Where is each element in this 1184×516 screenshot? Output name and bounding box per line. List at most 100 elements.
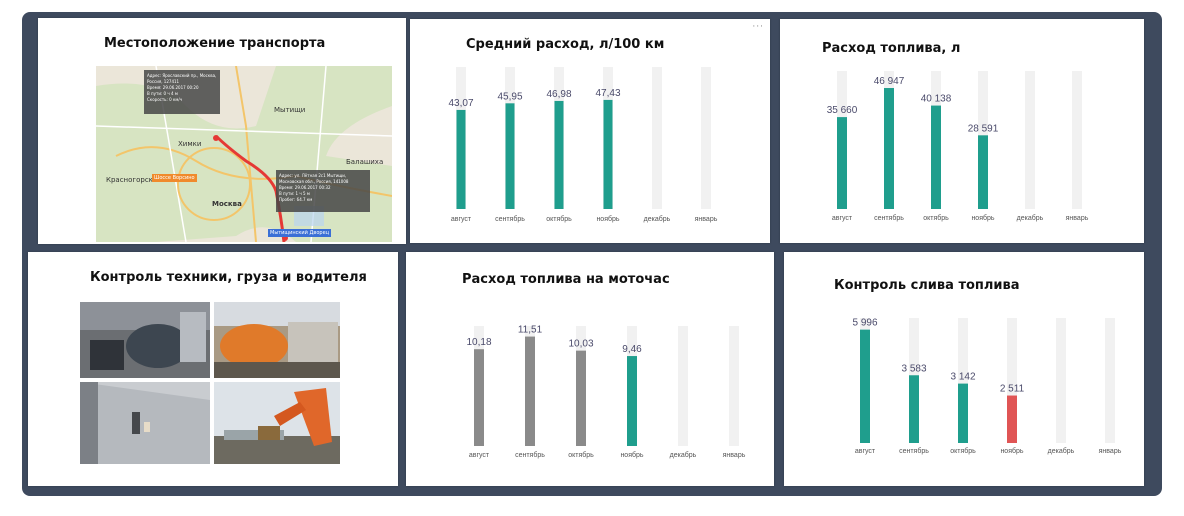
tick-label: сентябрь bbox=[515, 451, 545, 459]
tick-label: сентябрь bbox=[874, 214, 904, 222]
tick-label: ноябрь bbox=[596, 215, 619, 223]
data-label: 35 660 bbox=[827, 105, 858, 116]
tick-label: октябрь bbox=[950, 447, 976, 455]
bar bbox=[931, 105, 941, 209]
tick-label: октябрь bbox=[546, 215, 572, 223]
tick-label: декабрь bbox=[670, 451, 697, 459]
chart-fuel-consumption: 35 660 август 46 947 сентябрь 40 138 октябрь 2… bbox=[827, 71, 1089, 222]
city-label: Балашиха bbox=[346, 158, 384, 166]
data-label: 10,03 bbox=[568, 339, 593, 350]
panel-avg-consumption: Средний расход, л/100 км ··· 43,07 август… bbox=[410, 19, 770, 243]
panel-title: Расход топлива, л bbox=[822, 41, 961, 56]
panel-title: Местоположение транспорта bbox=[104, 36, 326, 51]
bar bbox=[860, 329, 870, 443]
data-label: 46 947 bbox=[874, 76, 905, 87]
data-label: 3 583 bbox=[901, 363, 926, 374]
panel-title: Контроль слива топлива bbox=[834, 278, 1020, 293]
city-label: Мытищи bbox=[274, 106, 306, 114]
data-label: 2 511 bbox=[1000, 384, 1025, 395]
bar bbox=[603, 99, 613, 209]
data-label: 9,46 bbox=[622, 344, 642, 355]
chart-drain: 5 996 август 3 583 сентябрь 3 142 октябрь 2 51… bbox=[852, 318, 1122, 455]
photo-truck[interactable] bbox=[214, 302, 340, 378]
bar-track bbox=[1072, 71, 1082, 209]
bar bbox=[576, 350, 586, 446]
bar bbox=[627, 356, 637, 446]
data-label: 28 591 bbox=[968, 123, 999, 134]
bar bbox=[1007, 395, 1017, 443]
route-line bbox=[214, 134, 286, 242]
bar-track bbox=[701, 67, 711, 209]
data-label: 43,07 bbox=[448, 98, 473, 109]
data-label: 11,51 bbox=[518, 325, 543, 336]
marker-label: Шоссе Ворсино bbox=[152, 174, 197, 182]
bar-track bbox=[1007, 318, 1017, 443]
panel-location: Местоположение транспорта Адрес: Ярослав… bbox=[38, 18, 406, 244]
bar bbox=[958, 383, 968, 443]
tick-label: октябрь bbox=[568, 451, 594, 459]
bar-track bbox=[652, 67, 662, 209]
photo-cargo[interactable] bbox=[80, 382, 210, 464]
bar bbox=[884, 88, 894, 209]
data-label: 5 996 bbox=[852, 318, 877, 329]
bar bbox=[474, 349, 484, 446]
tick-label: октябрь bbox=[923, 214, 949, 222]
tick-label: январь bbox=[723, 452, 746, 459]
panel-drain: Контроль слива топлива 5 996 август 3 583 с… bbox=[784, 252, 1144, 486]
map-tooltip-top: Адрес: Ярославский пр., Москва, Россия, 1… bbox=[144, 70, 220, 114]
bar bbox=[909, 375, 919, 443]
bar-track bbox=[1025, 71, 1035, 209]
panel-title: Контроль техники, груза и водителя bbox=[90, 270, 367, 285]
tick-label: август bbox=[469, 452, 490, 459]
panel-fuel-consumption: Расход топлива, л 35 660 август 46 947 сент… bbox=[780, 19, 1144, 243]
bar bbox=[837, 117, 847, 209]
bar bbox=[978, 135, 988, 209]
city-label: Химки bbox=[178, 140, 202, 148]
data-label: 46,98 bbox=[546, 89, 571, 100]
data-label: 47,43 bbox=[595, 88, 620, 99]
tick-label: ноябрь bbox=[971, 214, 994, 222]
tick-label: ноябрь bbox=[620, 451, 643, 459]
bar bbox=[525, 336, 535, 446]
bar-track bbox=[958, 318, 968, 443]
bar bbox=[456, 109, 466, 209]
tick-label: ноябрь bbox=[1000, 447, 1023, 455]
panel-title: Расход топлива на моточас bbox=[462, 272, 670, 287]
photo-cabin[interactable] bbox=[80, 302, 210, 378]
panel-moto-hour: Расход топлива на моточас 10,18 август 11,… bbox=[406, 252, 774, 486]
marker-label: Мытищинский Дворец bbox=[268, 229, 332, 237]
bar-track bbox=[1105, 318, 1115, 443]
data-label: 3 142 bbox=[950, 372, 975, 383]
map-tooltip-bottom: Адрес: ул. Лётная 2с1 Мытищи, Московская … bbox=[276, 170, 370, 212]
tick-label: январь bbox=[1066, 215, 1089, 222]
transport-map[interactable]: Адрес: Ярославский пр., Москва, Россия, 1… bbox=[96, 66, 392, 242]
map-canvas bbox=[96, 66, 392, 242]
data-label: 40 138 bbox=[921, 94, 952, 105]
bar bbox=[505, 103, 515, 209]
chart-avg-consumption: 43,07 август 45,95 сентябрь 46,98 октябрь 47,4… bbox=[448, 67, 718, 223]
panel-title: Средний расход, л/100 км bbox=[466, 37, 665, 52]
tick-label: сентябрь bbox=[495, 215, 525, 223]
photo-excavator[interactable] bbox=[214, 382, 340, 464]
tick-label: декабрь bbox=[644, 215, 671, 223]
data-label: 45,95 bbox=[497, 91, 522, 102]
tick-label: август bbox=[855, 448, 876, 455]
city-label: Красногорск bbox=[106, 176, 153, 184]
bar-track bbox=[678, 326, 688, 446]
city-label: Москва bbox=[212, 200, 242, 208]
bar-track bbox=[729, 326, 739, 446]
start-marker bbox=[213, 135, 219, 141]
tick-label: август bbox=[451, 216, 472, 223]
tick-label: август bbox=[832, 215, 853, 222]
panel-control: Контроль техники, груза и водителя bbox=[28, 252, 398, 486]
data-label: 10,18 bbox=[466, 337, 491, 348]
bar-track bbox=[1056, 318, 1066, 443]
more-options-icon[interactable]: ··· bbox=[752, 22, 764, 32]
tick-label: январь bbox=[1099, 448, 1122, 455]
tick-label: сентябрь bbox=[899, 447, 929, 455]
tick-label: декабрь bbox=[1017, 214, 1044, 222]
tick-label: декабрь bbox=[1048, 447, 1075, 455]
chart-moto-hour: 10,18 август 11,51 сентябрь 10,03 октябрь 9,46… bbox=[466, 325, 746, 459]
tick-label: январь bbox=[695, 216, 718, 223]
bar bbox=[554, 100, 564, 209]
